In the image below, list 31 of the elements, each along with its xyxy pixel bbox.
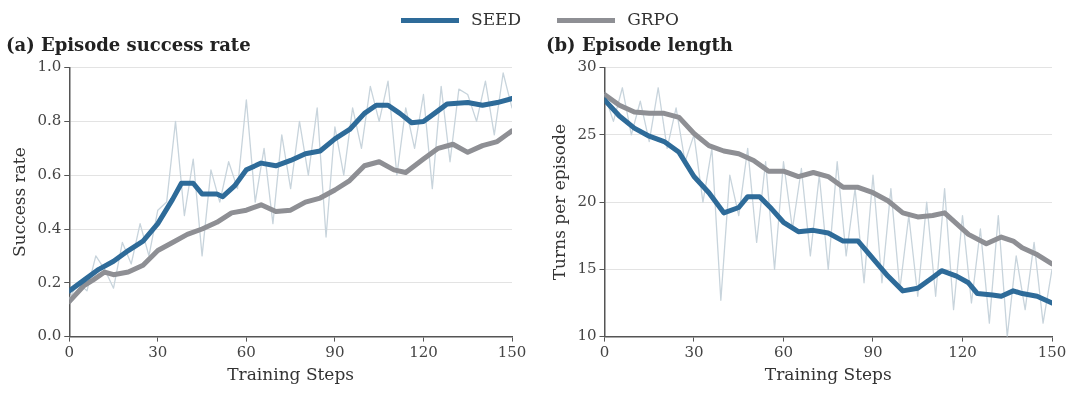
y-axis-title: Turns per episode [548,123,569,281]
x-tick-label: 30 [148,343,168,362]
chart-title: (b) Episode length [546,34,733,56]
x-axis-title: Training Steps [227,364,355,385]
chart-title: (a) Episode success rate [6,34,251,56]
y-tick-label: 0.4 [37,218,62,237]
x-axis-title: Training Steps [764,364,892,385]
x-tick-label: 30 [684,343,704,362]
x-tick-label: 150 [497,343,527,362]
y-tick-label: 10 [577,326,597,345]
x-tick-label: 60 [236,343,256,362]
x-tick-label: 60 [773,343,794,362]
x-tick-label: 90 [863,343,883,362]
y-tick-label: 15 [577,259,597,278]
x-tick-label: 0 [64,343,75,362]
y-tick-label: 30 [577,57,597,76]
x-tick-label: 0 [599,343,610,362]
x-tick-label: 150 [1037,343,1067,362]
y-axis-title: Success rate [8,147,29,257]
x-tick-label: 90 [325,343,345,362]
legend-label: SEED [470,9,522,29]
y-tick-label: 0.8 [37,111,62,130]
y-tick-label: 0.0 [37,326,62,345]
x-tick-label: 120 [948,343,977,362]
legend-label: GRPO [626,9,679,29]
y-tick-label: 1.0 [37,57,62,76]
y-tick-label: 0.6 [37,165,62,184]
y-tick-label: 25 [577,124,597,143]
y-tick-label: 0.2 [37,272,62,291]
y-tick-label: 20 [577,191,597,210]
x-tick-label: 120 [409,343,438,362]
